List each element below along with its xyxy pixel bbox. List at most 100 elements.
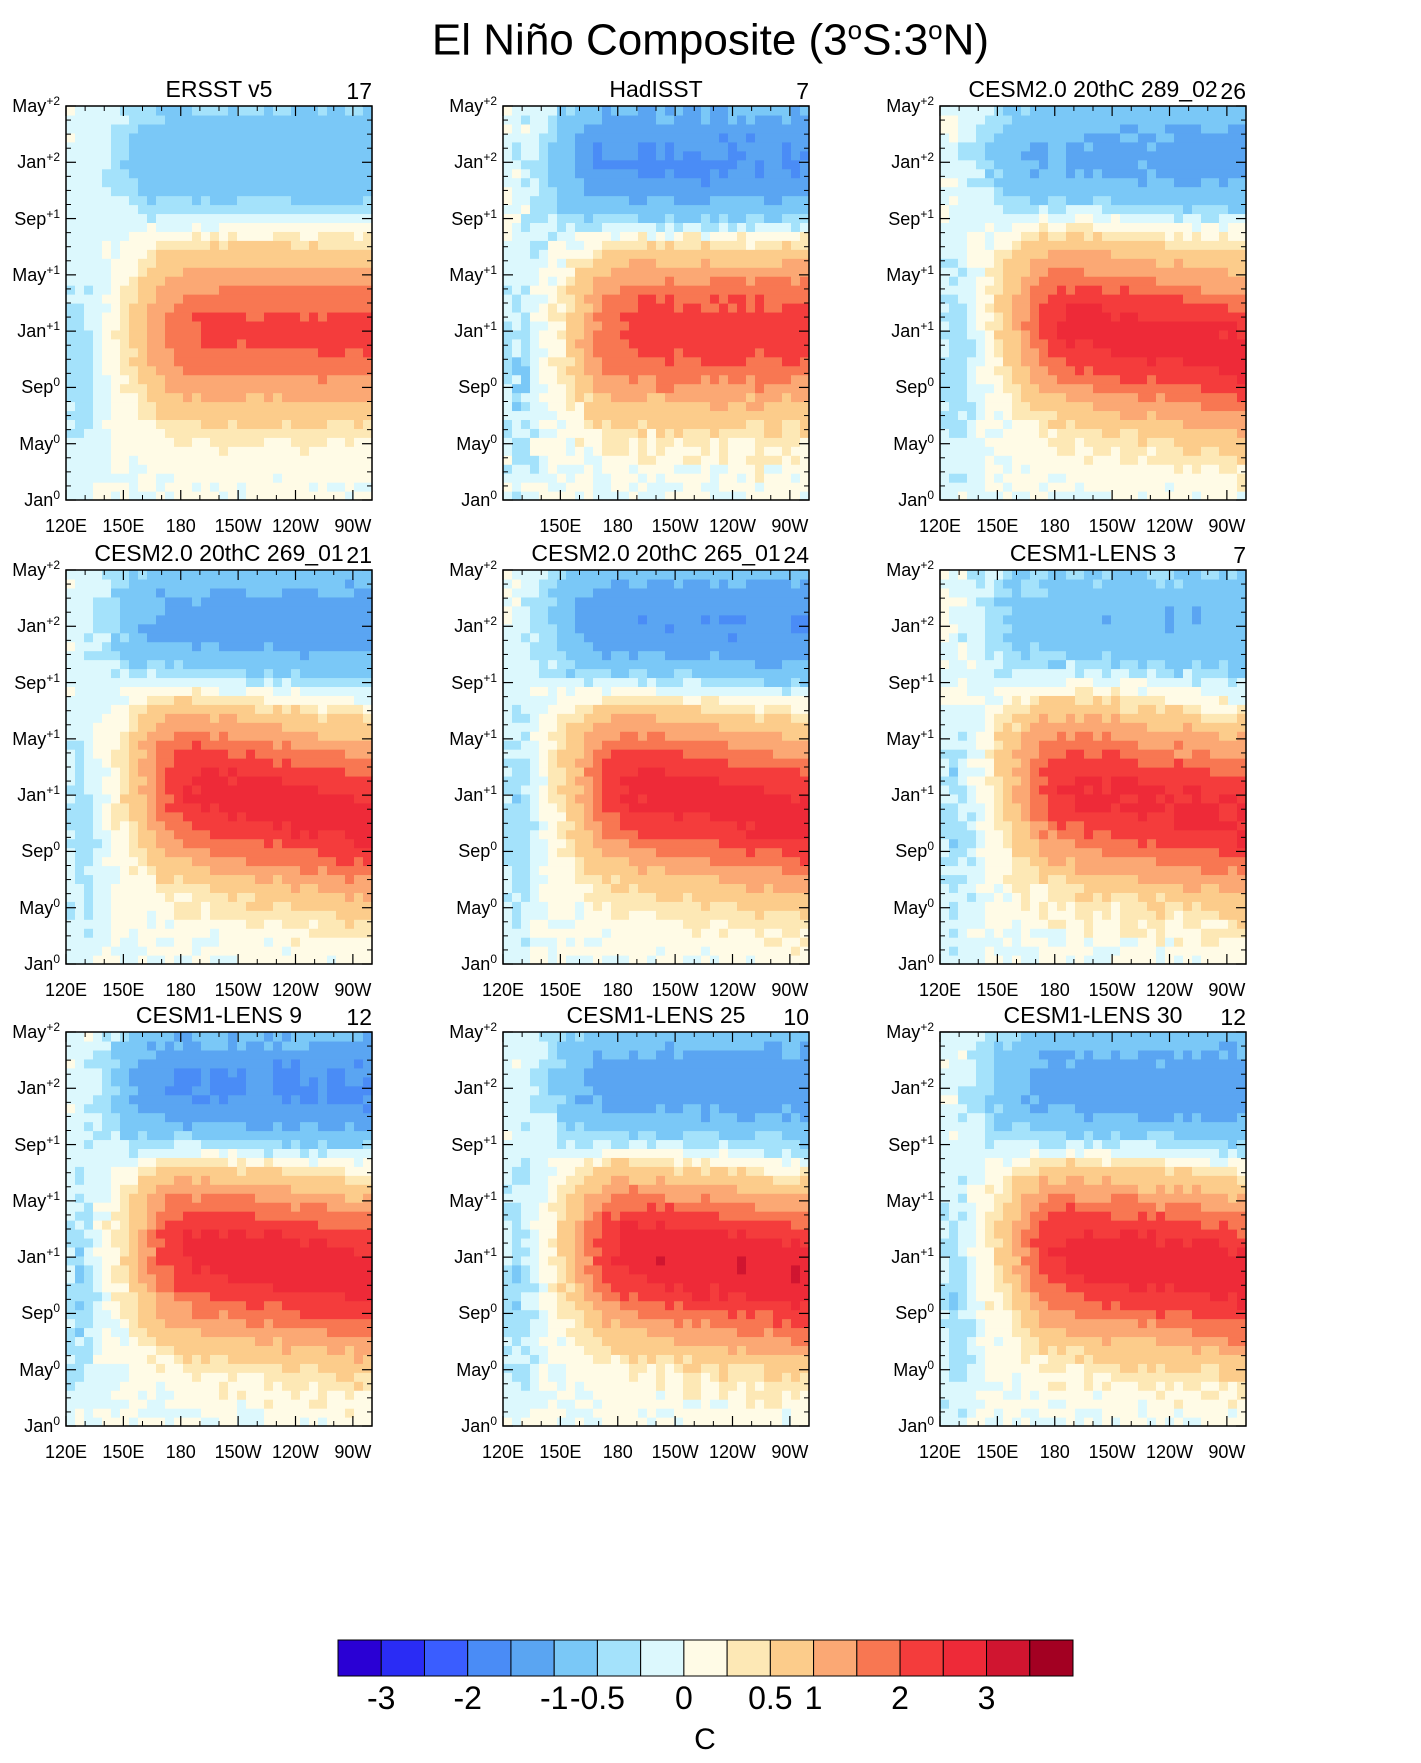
heatmap-cell — [129, 311, 139, 322]
heatmap-cell — [363, 168, 373, 179]
heatmap-cell — [638, 276, 648, 286]
heatmap-cell — [1021, 106, 1031, 116]
heatmap-cell — [530, 446, 540, 456]
heatmap-cell — [138, 294, 148, 304]
heatmap-cell — [1165, 159, 1175, 170]
heatmap-cell — [93, 570, 103, 580]
heatmap-cell — [273, 168, 283, 179]
heatmap-cell — [967, 482, 977, 492]
heatmap-cell — [1021, 150, 1031, 161]
heatmap-cell — [318, 303, 328, 313]
heatmap-cell — [102, 347, 112, 358]
heatmap-cell — [93, 374, 103, 385]
heatmap-cell — [174, 473, 184, 483]
heatmap-cell — [210, 195, 220, 206]
heatmap-cell — [710, 150, 720, 161]
heatmap-cell — [1048, 347, 1058, 358]
heatmap-cell — [291, 446, 301, 456]
heatmap-cell — [327, 141, 337, 152]
heatmap-cell — [1183, 401, 1193, 412]
heatmap-cell — [1147, 141, 1157, 152]
heatmap-cell — [354, 106, 364, 116]
heatmap-cell — [557, 195, 567, 206]
heatmap-cell — [1129, 231, 1139, 241]
heatmap-cell — [174, 150, 184, 161]
heatmap-cell — [1057, 177, 1067, 188]
heatmap-cell — [566, 231, 576, 241]
heatmap-cell — [102, 311, 112, 322]
heatmap-cell — [1012, 285, 1022, 295]
y-tick-label: Jan+2 — [17, 150, 60, 173]
heatmap-cell — [201, 303, 211, 313]
heatmap-cell — [602, 374, 612, 385]
heatmap-cell — [1210, 338, 1220, 349]
heatmap-cell — [291, 356, 301, 367]
heatmap-cell — [165, 303, 175, 313]
heatmap-cell — [976, 123, 986, 134]
heatmap-cell — [354, 392, 364, 403]
heatmap-cell — [764, 285, 774, 295]
heatmap-cell — [958, 437, 968, 447]
heatmap-cell — [1102, 168, 1112, 179]
heatmap-cell — [1192, 329, 1202, 340]
heatmap-cell — [958, 446, 968, 456]
heatmap-cell — [647, 428, 657, 438]
heatmap-cell — [318, 177, 328, 188]
heatmap-cell — [994, 392, 1004, 403]
heatmap-cell — [282, 383, 292, 394]
heatmap-cell — [84, 659, 94, 670]
heatmap-cell — [557, 419, 567, 429]
heatmap-cell — [246, 267, 256, 277]
heatmap-cell — [1192, 195, 1202, 206]
heatmap-cell — [1183, 329, 1193, 340]
heatmap-cell — [1048, 195, 1058, 206]
heatmap-cell — [1120, 213, 1130, 223]
heatmap-cell — [1093, 276, 1103, 286]
heatmap-cell — [949, 114, 959, 125]
heatmap-cell — [192, 231, 202, 241]
heatmap-cell — [1165, 177, 1175, 188]
heatmap-cell — [237, 204, 247, 215]
heatmap-cell — [84, 482, 94, 492]
heatmap-cell — [129, 285, 139, 295]
heatmap-cell — [1210, 285, 1220, 295]
heatmap-cell — [656, 419, 666, 429]
heatmap-cell — [354, 482, 364, 492]
heatmap-cell — [129, 392, 139, 403]
heatmap-cell — [1237, 159, 1247, 170]
heatmap-cell — [1021, 114, 1031, 125]
heatmap-cell — [246, 473, 256, 483]
heatmap-cell — [611, 329, 621, 340]
heatmap-cell — [764, 464, 774, 474]
heatmap-cell — [958, 455, 968, 465]
heatmap-cell — [620, 186, 630, 197]
heatmap-cell — [1021, 320, 1031, 331]
heatmap-cell — [530, 320, 540, 331]
heatmap-cell — [1102, 374, 1112, 385]
heatmap-cell — [602, 320, 612, 331]
heatmap-cell — [629, 276, 639, 286]
heatmap-cell — [710, 141, 720, 152]
heatmap-cell — [940, 231, 950, 241]
heatmap-cell — [201, 464, 211, 474]
heatmap-cell — [719, 410, 729, 420]
heatmap-cell — [791, 356, 801, 367]
heatmap-cell — [1084, 311, 1094, 322]
heatmap-cell — [174, 464, 184, 474]
heatmap-cell — [1237, 106, 1247, 116]
y-tick-label: May0 — [893, 431, 934, 454]
heatmap-cell — [1111, 410, 1121, 420]
heatmap-cell — [530, 392, 540, 403]
heatmap-cell — [1066, 168, 1076, 179]
heatmap-cell — [228, 356, 238, 367]
heatmap-cell — [976, 428, 986, 438]
heatmap-cell — [138, 410, 148, 420]
heatmap-cell — [156, 168, 166, 179]
heatmap-cell — [264, 106, 274, 116]
heatmap-cell — [336, 338, 346, 349]
heatmap-cell — [958, 258, 968, 268]
heatmap-cell — [1138, 195, 1148, 206]
heatmap-cell — [93, 838, 103, 849]
heatmap-cell — [1156, 106, 1166, 116]
heatmap-cell — [674, 482, 684, 492]
